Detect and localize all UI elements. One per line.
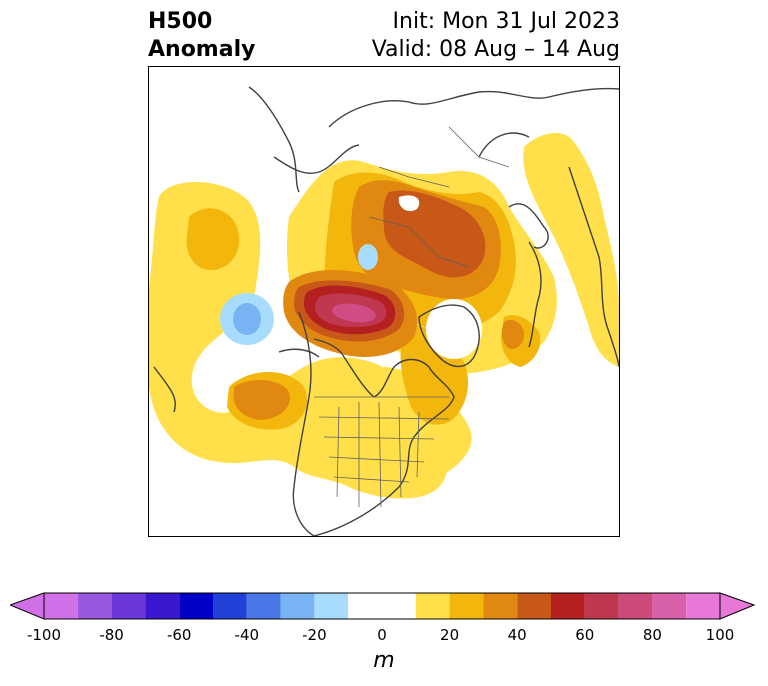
valid-range: Valid: 08 Aug – 14 Aug (371, 37, 620, 62)
colorbar-segment (280, 593, 315, 619)
colorbar-segment (213, 593, 247, 619)
colorbar-segment (686, 593, 720, 619)
colorbar-segment (77, 593, 112, 619)
anomaly-negative (220, 244, 378, 345)
colorbar-tick-label: -100 (26, 626, 62, 644)
field-title: Anomaly (148, 37, 256, 62)
colorbar-segment (314, 593, 349, 619)
colorbar-tick-label: 20 (440, 626, 460, 644)
anomaly-map (149, 67, 619, 536)
colorbar-tick-label: 100 (705, 626, 735, 644)
colorbar-segment (584, 593, 619, 619)
title-left: H500 Anomaly (148, 8, 255, 64)
variable-title: H500 (148, 9, 213, 34)
colorbar-segment (517, 593, 551, 619)
colorbar-tick-label: -80 (99, 626, 124, 644)
colorbar-segment (44, 593, 78, 619)
colorbar-tick-label: -60 (166, 626, 192, 644)
colorbar-segment (551, 593, 585, 619)
colorbar (10, 592, 756, 620)
colorbar-segment (179, 593, 213, 619)
colorbar-tick-label: 60 (575, 626, 595, 644)
coastlines (153, 86, 619, 536)
colorbar-segment (246, 593, 281, 619)
colorbar-segment (652, 593, 687, 619)
colorbar-tick-label: -20 (302, 626, 327, 644)
colorbar-segment (449, 593, 484, 619)
colorbar-tick-label: 0 (377, 626, 387, 644)
colorbar-extend-max (719, 592, 756, 620)
political-borders (314, 126, 510, 508)
colorbar-segment (111, 593, 146, 619)
colorbar-segment (483, 593, 518, 619)
anomaly-zero-islands (398, 195, 482, 359)
colorbar-tick-label: 40 (507, 626, 527, 644)
anomaly-contour-70 (332, 303, 376, 323)
colorbar-segment (348, 593, 416, 619)
colorbar-segment (618, 593, 653, 619)
title-right: Init: Mon 31 Jul 2023 Valid: 08 Aug – 14… (372, 8, 620, 64)
colorbar-extend-min (10, 592, 45, 620)
colorbar-unit-label: m (373, 648, 395, 673)
colorbar-segments (44, 593, 720, 619)
map-panel (148, 66, 620, 537)
colorbar-frame (43, 592, 721, 620)
colorbar-tick-label: 80 (642, 626, 662, 644)
init-date: Init: Mon 31 Jul 2023 (392, 9, 620, 34)
colorbar-segment (145, 593, 180, 619)
colorbar-tick-label: -40 (234, 626, 260, 644)
colorbar-segment (415, 593, 450, 619)
